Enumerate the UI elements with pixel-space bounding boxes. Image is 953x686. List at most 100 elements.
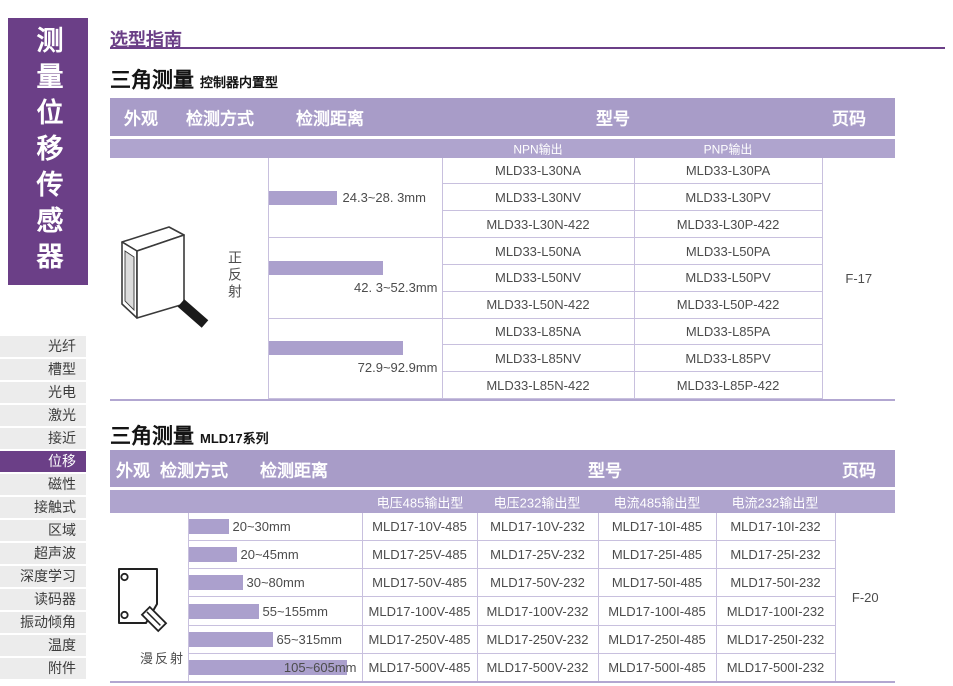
table-row: MLD33-L30NV MLD33-L30PV [110, 183, 895, 212]
sidebar-category-banner: 测量位移传感器 [8, 18, 88, 285]
table-row: 105~605mm MLD17-500V-485 MLD17-500V-232 MLD… [110, 653, 895, 681]
model-cell: MLD17-50V-232 [476, 568, 599, 598]
model-cell: MLD33-L85NA [441, 317, 635, 346]
table-row: MLD33-L50NV MLD33-L50PV [110, 263, 895, 292]
range-bar [189, 603, 259, 619]
model-cell: MLD17-25I-232 [715, 539, 836, 570]
model-cell: MLD33-L30P-422 [633, 210, 823, 239]
table1-page-code: F-17 [821, 158, 895, 399]
distance-label: 30~80mm [246, 575, 305, 591]
distance-label: 65~315mm [276, 631, 342, 647]
table2-bottom-rule [110, 681, 895, 683]
table-row: 漫反射 20~30mm MLD17-10V-485 MLD17-10V-232 MLD… [110, 513, 895, 681]
table2-col-appearance: 外观 [116, 461, 150, 480]
sidebar-item[interactable]: 光电 [0, 382, 86, 403]
model-cell: MLD33-L85PV [633, 344, 823, 373]
model-cell: MLD33-L50N-422 [441, 290, 635, 319]
range-bar [269, 260, 383, 275]
model-cell: MLD17-250I-232 [715, 624, 836, 655]
sidebar-item[interactable]: 激光 [0, 405, 86, 426]
section2-subtitle: MLD17系列 [200, 431, 269, 446]
table2-header-bar: 外观 检测方式 检测距离 型号 页码 [110, 450, 895, 487]
distance-label: 72.9~92.9mm [357, 360, 438, 376]
table-row: MLD33-L50N-422 MLD33-L50P-422 [110, 290, 895, 319]
section1-title-text: 三角测量 [110, 69, 194, 92]
table2-output-v232: 电压232输出型 [493, 495, 581, 510]
model-cell: MLD33-L30N-422 [441, 210, 635, 239]
sidebar-item[interactable]: 读码器 [0, 589, 86, 610]
sidebar-item[interactable]: 接近 [0, 428, 86, 449]
distance-label: 105~605mm [283, 660, 357, 676]
model-cell: MLD33-L85NV [441, 344, 635, 373]
model-cell: MLD33-L50P-422 [633, 290, 823, 319]
sidebar-item[interactable]: 温度 [0, 635, 86, 656]
sidebar-item[interactable]: 振动倾角 [0, 612, 86, 633]
title-divider [110, 47, 945, 49]
distance-cell: 65~315mm [187, 624, 363, 655]
model-cell: MLD33-L50PV [633, 263, 823, 292]
model-cell: MLD17-10V-485 [361, 513, 478, 541]
table-row: 20~45mm MLD17-25V-485 MLD17-25V-232 MLD17-2… [110, 539, 895, 570]
table2-subheader-bar: 电压485输出型 电压232输出型 电流485输出型 电流232输出型 [110, 490, 895, 513]
model-cell: MLD33-L85N-422 [441, 371, 635, 399]
page-title: 选型指南 [110, 30, 182, 51]
table2-col-page: 页码 [842, 461, 876, 480]
selection-table-mld17: 漫反射 20~30mm MLD17-10V-485 MLD17-10V-232 MLD… [110, 513, 895, 681]
model-cell: MLD33-L30NV [441, 183, 635, 212]
distance-cell: 30~80mm [187, 568, 363, 598]
table1-output-pnp: PNP输出 [703, 142, 753, 156]
sidebar-item[interactable]: 磁性 [0, 474, 86, 495]
table2-output-v485: 电压485输出型 [376, 495, 464, 510]
section1-title: 三角测量 控制器内置型 [110, 64, 278, 94]
table1-col-model: 型号 [596, 109, 630, 129]
model-cell: MLD17-100I-232 [715, 596, 836, 626]
model-cell: MLD17-10I-232 [715, 513, 836, 541]
distance-cell: 72.9~92.9mm [267, 317, 443, 400]
range-bar [189, 660, 347, 676]
sidebar-item[interactable]: 区域 [0, 520, 86, 541]
model-cell: MLD33-L30PA [633, 158, 823, 185]
table-row: MLD33-L85NV MLD33-L85PV [110, 344, 895, 373]
distance-cell: 20~45mm [187, 539, 363, 570]
model-cell: MLD17-100I-485 [597, 596, 717, 626]
model-cell: MLD33-L50NA [441, 237, 635, 265]
sidebar-item[interactable]: 槽型 [0, 359, 86, 380]
table2-col-model: 型号 [588, 461, 622, 480]
range-bar [189, 547, 237, 563]
model-cell: MLD17-500V-485 [361, 653, 478, 681]
range-bar [269, 341, 403, 356]
range-bar [269, 190, 337, 205]
box-sensor-icon [121, 226, 209, 328]
sidebar-item-selected[interactable]: 位移 [0, 451, 86, 472]
sidebar-item[interactable]: 深度学习 [0, 566, 86, 587]
distance-label: 55~155mm [262, 603, 328, 619]
model-cell: MLD17-250V-232 [476, 624, 599, 655]
table-row: 正反射 24.3~28. 3mm MLD33-L30NA MLD33-L30PA F-… [110, 158, 895, 399]
sidebar-item[interactable]: 接触式 [0, 497, 86, 518]
sidebar-item[interactable]: 光纤 [0, 336, 86, 357]
table-row: 42. 3~52.3mm MLD33-L50NA MLD33-L50PA [110, 237, 895, 319]
table2-page-code: F-20 [834, 513, 895, 681]
range-bar [189, 631, 273, 647]
table2-method-label: 漫反射 [140, 651, 186, 666]
sidebar-item[interactable]: 附件 [0, 658, 86, 679]
sidebar-item[interactable]: 超声波 [0, 543, 86, 564]
section1-subtitle: 控制器内置型 [200, 75, 279, 90]
selection-table-mld33: 正反射 24.3~28. 3mm MLD33-L30NA MLD33-L30PA F-… [110, 158, 895, 400]
table1-appearance-cell: 正反射 [110, 158, 269, 399]
table1-output-npn: NPN输出 [513, 142, 563, 156]
distance-cell: 42. 3~52.3mm [267, 237, 443, 319]
table2-output-i485: 电流485输出型 [613, 495, 701, 510]
distance-label: 20~30mm [232, 518, 291, 534]
table1-col-appearance: 外观 [124, 109, 158, 129]
distance-label: 24.3~28. 3mm [342, 190, 426, 206]
model-cell: MLD33-L30PV [633, 183, 823, 212]
model-cell: MLD17-10I-485 [597, 513, 717, 541]
model-cell: MLD17-250I-485 [597, 624, 717, 655]
model-cell: MLD17-50I-232 [715, 568, 836, 598]
table-row: 55~155mm MLD17-100V-485 MLD17-100V-232 MLD1… [110, 596, 895, 626]
model-cell: MLD17-50I-485 [597, 568, 717, 598]
table1-col-method: 检测方式 [186, 109, 254, 129]
model-cell: MLD17-50V-485 [361, 568, 478, 598]
table2-col-method: 检测方式 [160, 461, 228, 480]
